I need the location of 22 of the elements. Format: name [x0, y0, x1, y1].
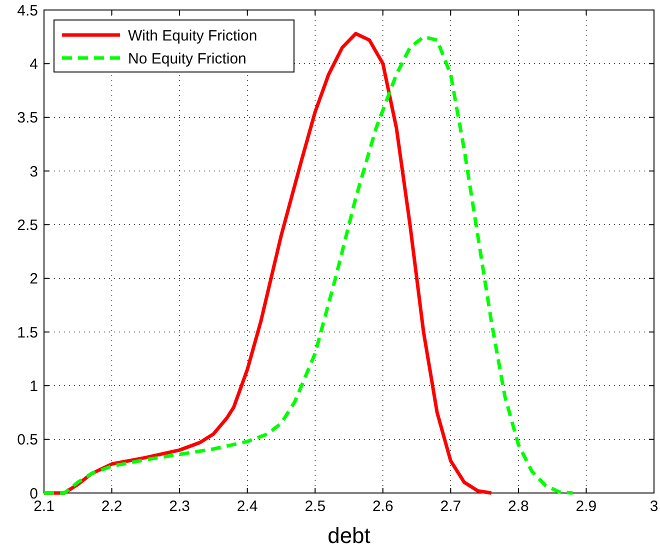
y-tick-label: 1.5 [17, 324, 38, 342]
x-axis-title: debt [328, 523, 370, 548]
y-tick-label: 3 [30, 163, 38, 180]
y-tick-label: 1 [30, 378, 38, 395]
x-tick-label: 2.8 [508, 498, 529, 515]
x-tick-label: 2.2 [101, 498, 122, 515]
y-tick-label: 2 [30, 270, 38, 288]
y-tick-label: 0.5 [17, 432, 38, 449]
y-tick-label: 2.5 [17, 216, 38, 234]
legend-label: With Equity Friction [128, 27, 258, 44]
x-tick-label: 2.5 [304, 498, 326, 515]
y-tick-label: 4.5 [17, 2, 38, 20]
x-tick-label: 2.9 [576, 498, 597, 515]
x-tick-label: 2.6 [372, 498, 394, 515]
legend-label: No Equity Friction [128, 50, 246, 68]
x-tick-label: 2.7 [440, 498, 462, 515]
y-tick-label: 3.5 [17, 110, 38, 127]
x-tick-label: 3 [650, 498, 658, 515]
x-tick-label: 2.1 [34, 498, 54, 515]
y-tick-label: 4 [30, 56, 38, 73]
x-tick-label: 2.4 [236, 498, 258, 515]
x-tick-label: 2.3 [169, 498, 190, 515]
